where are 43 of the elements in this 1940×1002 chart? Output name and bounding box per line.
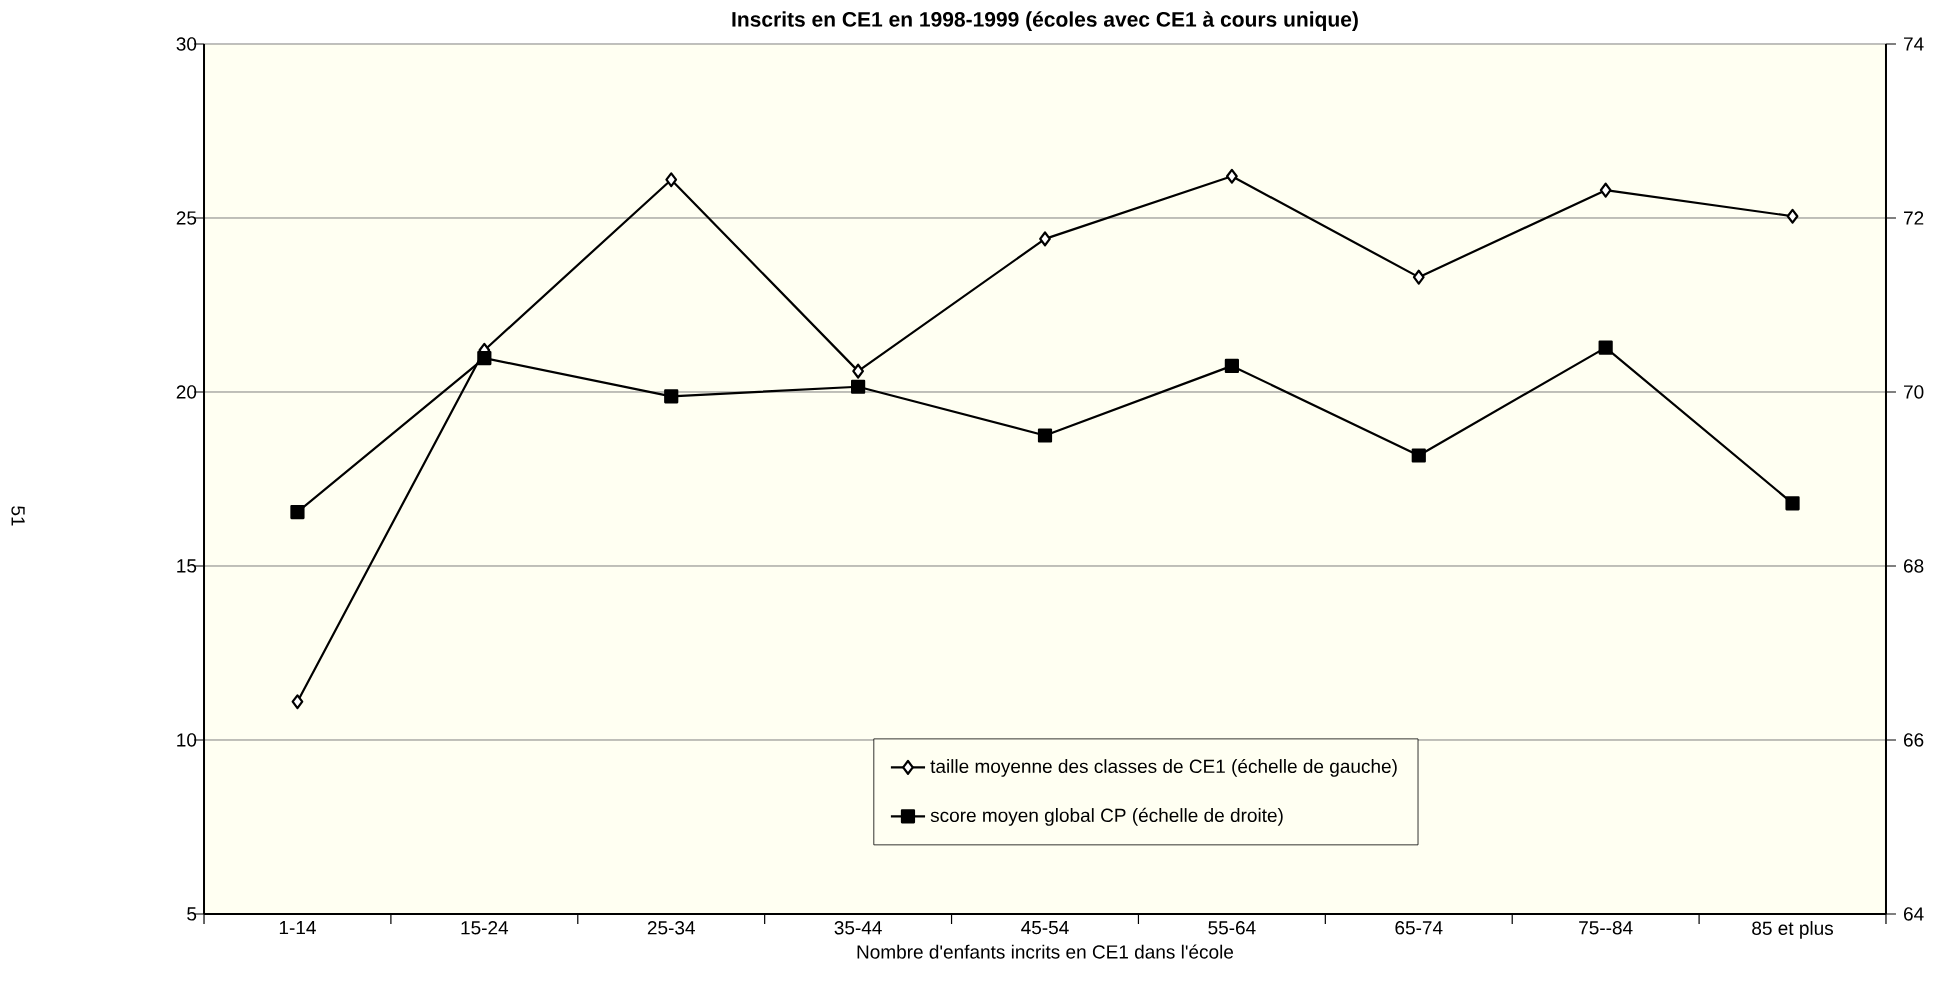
legend-label: score moyen global CP (échelle de droite) (930, 807, 1283, 826)
y2-tick-label: 64 (1904, 907, 1924, 921)
point (1785, 496, 1800, 511)
text: 51 (11, 506, 25, 526)
point (291, 694, 304, 710)
y-tick-label: 20 (176, 385, 197, 399)
point (1037, 428, 1053, 443)
y2-tick-label: 66 (1904, 733, 1924, 747)
y-tick-label: 30 (176, 37, 197, 51)
y2-tick-label: 70 (1904, 385, 1924, 399)
point (1224, 358, 1239, 373)
point (1412, 269, 1425, 285)
point (1599, 182, 1612, 198)
point (1411, 448, 1426, 463)
y-tick-label: 15 (177, 559, 197, 573)
point (1039, 231, 1051, 247)
point (665, 172, 678, 188)
point (1598, 340, 1613, 355)
x-tick-label: 45-54 (1021, 921, 1069, 935)
x-tick-label: 15-24 (461, 921, 509, 935)
x-axis-title: Nombre d'enfants incrits en CE1 dans l'école (857, 944, 1234, 959)
x-tick-label: 65-74 (1395, 921, 1443, 935)
x-tick-label: 25-34 (647, 921, 695, 935)
point (477, 350, 492, 366)
y2-tick-label: 72 (1904, 211, 1924, 225)
point (1225, 168, 1238, 184)
x-tick-label: 1-14 (279, 921, 316, 935)
legend-label: taille moyenne des classes de CE1 (échelle de gauche) (930, 758, 1397, 777)
y2-tick-label: 74 (1904, 37, 1924, 51)
point (1786, 208, 1799, 224)
point (851, 379, 866, 394)
x-tick-label: 75--84 (1579, 921, 1633, 935)
chart-title: Inscrits en CE1 en 1998-1999 (écoles avec CE1 à cours unique) (732, 11, 1358, 31)
y-tick-label: 10 (177, 733, 197, 747)
y-tick-label: 25 (176, 211, 197, 225)
x-tick-label: 35-44 (834, 921, 882, 935)
point (852, 363, 865, 379)
point (290, 504, 305, 520)
y-tick-label: 5 (187, 907, 197, 921)
x-tick-label: 85 et plus (1752, 921, 1834, 939)
y2-tick-label: 68 (1904, 559, 1924, 573)
x-tick-label: 55-64 (1208, 921, 1256, 935)
point (664, 389, 679, 404)
